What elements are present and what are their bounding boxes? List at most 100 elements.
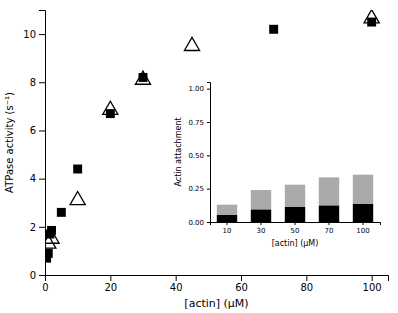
x-axis-tick-label: 100 <box>363 282 382 293</box>
x-axis-tick: 40 <box>170 275 183 293</box>
x-axis-title: [actin] (μM) <box>184 297 248 310</box>
y-axis-tick-mark <box>39 275 45 276</box>
x-axis-tick: 60 <box>235 275 248 293</box>
x-axis-tick-mark <box>372 275 373 281</box>
y-axis-tick-mark <box>39 179 45 180</box>
y-axis-tick: 10 <box>23 29 45 40</box>
inset-y-axis-tick-mark <box>207 189 210 190</box>
inset-x-axis-tick-mark <box>261 222 262 225</box>
x-axis-line <box>46 276 389 282</box>
bar <box>319 205 339 222</box>
point <box>70 192 85 205</box>
y-axis-tick-label: 4 <box>30 173 36 184</box>
x-axis-tick: 80 <box>300 275 313 293</box>
x-axis-tick-mark <box>241 275 242 281</box>
bar <box>353 175 373 204</box>
bar <box>251 190 271 209</box>
inset-x-axis-tick-mark <box>295 222 296 225</box>
y-axis-tick-label: 2 <box>30 222 36 233</box>
inset-background <box>210 82 380 222</box>
series <box>45 10 379 248</box>
y-axis-title: ATPase activity (s⁻¹) <box>4 92 15 193</box>
y-axis-tick: 6 <box>30 125 45 136</box>
inset-y-axis-tick-mark <box>207 122 210 123</box>
bar <box>353 204 373 222</box>
y-axis-tick: 4 <box>30 173 45 184</box>
inset-y-axis-tick-mark <box>207 155 210 156</box>
y-axis: 0 2 4 6 8 10 <box>23 11 45 281</box>
y-axis-tick: 0 <box>30 270 45 281</box>
bar <box>285 207 305 222</box>
inset-y-axis-tick-label: 1.00 <box>188 85 204 93</box>
inset-x-axis-tick-label: 100 <box>356 227 369 235</box>
y-axis-tick-label: 10 <box>23 29 36 40</box>
point <box>45 249 53 258</box>
chart-root: 0 20 40 60 80 100 0 2 4 6 8 10 [actin] (μM) ATPase ac… <box>0 0 398 313</box>
point <box>45 230 59 243</box>
x-axis-tick-label: 0 <box>42 282 48 293</box>
x-axis-tick-label: 40 <box>170 282 183 293</box>
scatter-chart: 0 20 40 60 80 100 0 2 4 6 8 10 [actin] (μM) ATPase ac… <box>4 10 389 310</box>
inset-x-axis-tick: 70 <box>325 222 334 235</box>
y-axis-tick: 2 <box>30 222 45 233</box>
point <box>73 165 82 174</box>
x-axis-tick: 20 <box>104 275 117 293</box>
inset-y-axis-tick-label: 0.25 <box>188 185 204 193</box>
inset-y-axis-title: Actin attachment <box>174 117 183 186</box>
x-axis-tick-label: 60 <box>235 282 248 293</box>
bar <box>217 205 237 215</box>
x-axis-tick-label: 20 <box>104 282 117 293</box>
inset-y-axis-tick: 1.00 <box>188 85 210 93</box>
point <box>106 109 115 118</box>
inset-x-axis-tick-mark <box>227 222 228 225</box>
bar <box>319 177 339 205</box>
point <box>364 10 379 23</box>
x-axis-tick: 100 <box>363 275 382 293</box>
inset-x-axis-tick: 30 <box>257 222 266 235</box>
inset-y-axis-tick-mark <box>207 222 210 223</box>
inset-y-axis: 0.00 0.25 0.50 0.75 1.00 <box>188 83 210 227</box>
y-axis-tick-mark <box>39 227 45 228</box>
point <box>269 25 278 34</box>
x-axis: 0 20 40 60 80 100 <box>42 275 388 293</box>
point <box>45 235 56 248</box>
x-axis-tick-mark <box>306 275 307 281</box>
inset-y-axis-tick-label: 0.75 <box>188 119 204 127</box>
inset-x-axis-tick: 50 <box>291 222 300 235</box>
point <box>57 208 66 217</box>
x-axis-tick: 0 <box>42 275 48 293</box>
point <box>135 71 150 84</box>
bar-series <box>217 175 373 215</box>
bar <box>251 209 271 222</box>
inset-x-axis-tick-label: 30 <box>257 227 266 235</box>
inset-x-axis-tick-label: 50 <box>291 227 300 235</box>
inset-x-axis-title: [actin] (μM) <box>272 239 319 248</box>
y-axis-tick-label: 0 <box>30 270 36 281</box>
point <box>184 37 199 50</box>
y-axis-tick-mark <box>39 82 45 83</box>
inset-y-axis-tick-label: 0.50 <box>188 152 204 160</box>
bar-series <box>217 204 373 222</box>
inset-y-axis-tick-mark <box>207 89 210 90</box>
inset-y-axis-tick-label: 0.00 <box>188 219 204 227</box>
bars <box>217 175 373 222</box>
inset-y-axis-tick: 0.00 <box>188 219 210 227</box>
inset-y-axis-tick: 0.50 <box>188 152 210 160</box>
y-axis-tick: 8 <box>30 77 45 88</box>
y-axis-tick-mark <box>39 34 45 35</box>
y-axis-tick-label: 6 <box>30 125 36 136</box>
bar <box>217 215 237 222</box>
y-axis-line <box>39 11 46 276</box>
inset-x-axis-tick: 10 <box>223 222 232 235</box>
inset-y-axis-tick: 0.75 <box>188 119 210 127</box>
inset-x-axis-line <box>211 223 381 226</box>
inset-bar-chart: 10 30 50 70 100 0.00 0.25 0.50 0.75 1.00 [actin] (… <box>174 82 381 248</box>
inset-x-axis-tick-mark <box>329 222 330 225</box>
inset-x-axis: 10 30 50 70 100 <box>211 222 381 235</box>
inset-y-axis-line <box>207 83 211 223</box>
inset-x-axis-tick: 100 <box>356 222 369 235</box>
x-axis-tick-label: 80 <box>300 282 313 293</box>
point <box>367 18 376 27</box>
points <box>45 10 379 263</box>
inset-x-axis-tick-mark <box>363 222 364 225</box>
